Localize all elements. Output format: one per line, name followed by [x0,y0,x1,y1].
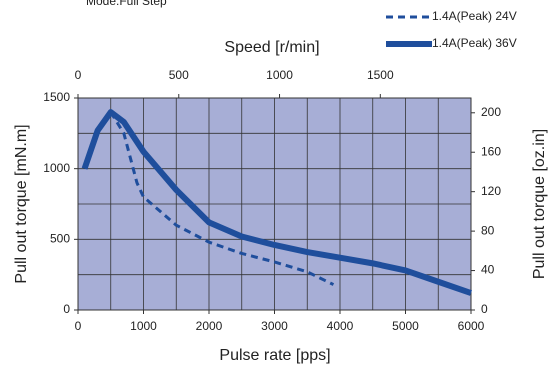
x2-tick-label: 1500 [367,68,394,82]
x-tick-label: 0 [75,319,82,333]
x-tick-label: 4000 [327,319,354,333]
y-tick-label: 0 [63,302,70,316]
x-tick-label: 3000 [261,319,288,333]
legend-label: 1.4A(Peak) 24V [432,9,517,23]
x2-label: Speed [r/min] [224,39,319,56]
x-tick-label: 5000 [392,319,419,333]
line-series [109,111,335,286]
x2-tick-label: 500 [169,68,189,82]
x2-tick-label: 0 [75,68,82,82]
y2-tick-label: 40 [481,263,495,277]
y2-tick-label: 160 [481,144,501,158]
y2-tick-label: 0 [481,302,488,316]
y2-tick-label: 120 [481,184,501,198]
y2-tick-label: 200 [481,105,501,119]
y2-tick-label: 80 [481,223,495,237]
x-label: Pulse rate [pps] [219,347,330,364]
x2-tick-label: 1000 [266,68,293,82]
y2-label: Pull out torque [oz.in] [531,129,548,279]
y-tick-label: 1500 [43,90,70,104]
note: Mode:Full Step [86,0,167,8]
legend-label: 1.4A(Peak) 36V [432,36,517,50]
x-tick-label: 1000 [130,319,157,333]
line-series [81,109,472,296]
y-tick-label: 1000 [43,161,70,175]
y-label: Pull out torque [mN.m] [13,124,30,283]
x-tick-label: 2000 [196,319,223,333]
x-tick-label: 6000 [458,319,485,333]
y-tick-label: 500 [50,232,70,246]
